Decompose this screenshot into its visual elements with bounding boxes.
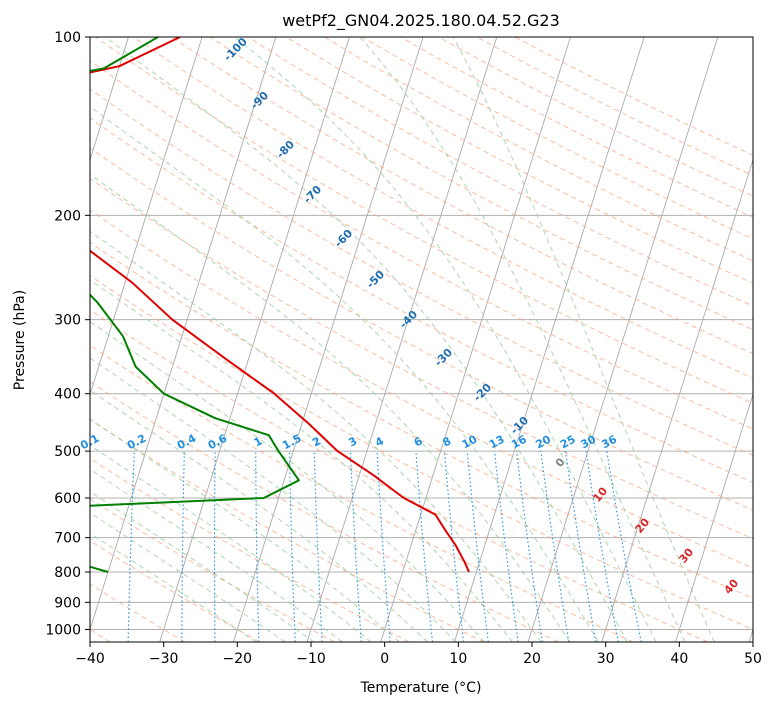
moist-adiabat-line (90, 357, 457, 642)
sounding-lines (90, 37, 470, 573)
temperature-line (90, 37, 470, 573)
moist-adiabat-line (90, 468, 343, 642)
mixing-ratio-label: 10 (460, 433, 480, 452)
isotherm-line (453, 37, 645, 642)
x-tick-label: 30 (597, 651, 615, 667)
mixing-ratio-label: 30 (579, 433, 599, 452)
mixing-ratio-line (466, 451, 489, 642)
dry-adiabat-line (90, 177, 753, 540)
x-tick-label: 10 (449, 651, 467, 667)
x-tick-label: −30 (149, 651, 179, 667)
dry-adiabat-line (90, 457, 410, 642)
mixing-ratio-line (493, 451, 519, 642)
moist-adiabat-line (90, 418, 400, 642)
dry-adiabat-line (90, 418, 484, 642)
y-tick-label: 200 (54, 208, 81, 224)
moist-adiabat-line (90, 532, 257, 642)
moist-adiabat-line (234, 37, 657, 642)
moist-adiabat-line (90, 279, 513, 642)
moist-adiabat-line (90, 512, 286, 642)
dry-adiabat-line (90, 275, 753, 630)
mixing-ratio-label: 16 (509, 433, 529, 452)
mixing-ratio-line (443, 451, 465, 642)
y-tick-label: 800 (54, 565, 81, 581)
y-tick-label: 700 (54, 531, 81, 547)
mixing-ratio-line (516, 451, 543, 642)
mixing-ratio-line (540, 451, 570, 642)
moist-adiabat-line (90, 230, 542, 642)
isotherm-line (306, 37, 498, 642)
dry-adiabat-line (90, 241, 753, 599)
moist-adiabat-line (90, 321, 485, 642)
dry-adiabat-line (90, 583, 186, 642)
y-tick-label: 300 (54, 313, 81, 329)
mixing-ratio-label: 25 (558, 433, 578, 452)
dry-adiabat-line (247, 37, 753, 307)
y-tick-label: 100 (54, 30, 81, 46)
dry-adiabat-line (90, 309, 709, 642)
isotherm-line (90, 37, 277, 631)
moist-adiabat-line (105, 37, 628, 642)
y-tick-label: 600 (54, 491, 81, 507)
x-tick-label: −10 (296, 651, 326, 667)
moist-adiabat-line (359, 37, 686, 642)
y-axis-label: Pressure (hPa) (12, 290, 28, 390)
dry-adiabat-line (171, 37, 753, 355)
dry-adiabat-line (90, 209, 753, 569)
isotherm-line (527, 37, 719, 642)
mixing-ratio-label: 13 (487, 433, 507, 452)
moist-adiabat-line (90, 490, 315, 642)
plot-area (90, 37, 753, 642)
y-tick-label: 500 (54, 444, 81, 460)
mixing-ratio-label: 36 (599, 433, 619, 452)
isotherm-line (159, 37, 350, 642)
y-tick-label: 900 (54, 595, 81, 611)
isotherm-line (90, 37, 129, 162)
x-tick-label: 40 (670, 651, 688, 667)
dry-adiabat-line (133, 37, 753, 379)
y-tick-label: 400 (54, 387, 81, 403)
x-tick-label: 50 (744, 651, 762, 667)
mixing-ratio-line (606, 451, 642, 642)
isotherm-line (601, 158, 753, 642)
x-axis-label: Temperature (°C) (360, 680, 482, 696)
dry-adiabat-line (90, 344, 634, 642)
chart-title: wetPf2_GN04.2025.180.04.52.G23 (282, 11, 560, 31)
isotherm-line (380, 37, 571, 642)
x-tick-label: 0 (380, 651, 389, 667)
mixing-ratio-line (415, 451, 434, 642)
dry-adiabat-line (90, 60, 753, 430)
isotherm-line (90, 37, 203, 397)
x-axis-ticks: −40 −30 −20 −10 0 10 20 30 40 50 (75, 642, 762, 667)
x-tick-label: 20 (523, 651, 541, 667)
y-tick-label: 1000 (45, 622, 81, 638)
moist-adiabat-line (90, 173, 571, 642)
background-lines (90, 37, 753, 642)
dry-adiabat-line (90, 381, 559, 642)
dry-adiabat-line (90, 117, 753, 483)
isotherm-line (674, 393, 753, 642)
moist-adiabat-line (452, 37, 715, 642)
moist-adiabat-line (90, 106, 599, 642)
x-tick-label: −40 (75, 651, 105, 667)
dry-adiabat-line (90, 540, 260, 642)
x-tick-label: −20 (223, 651, 253, 667)
plot-frame (89, 36, 754, 643)
y-axis-ticks: 100 200 300 400 500 600 700 800 900 1000 (45, 30, 90, 638)
isotherm-line (232, 37, 424, 642)
mixing-ratio-label: 20 (533, 433, 553, 452)
dewpoint-line (90, 37, 300, 573)
